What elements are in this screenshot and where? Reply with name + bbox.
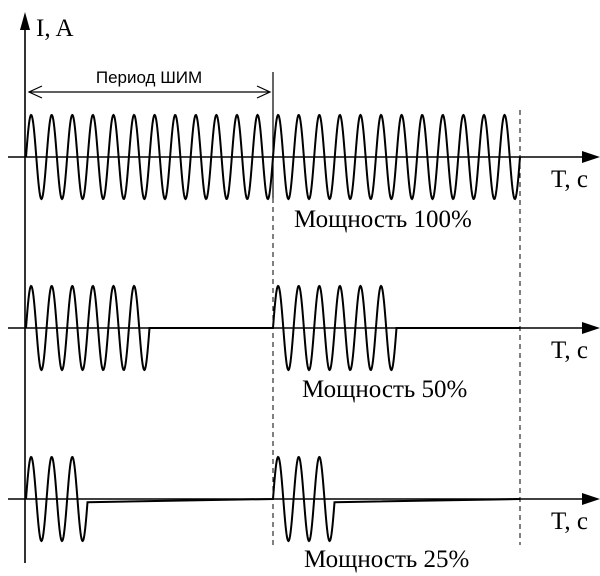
current-waveform xyxy=(25,284,520,372)
panel-power-50: T, c Мощность 50% xyxy=(8,284,600,403)
power-caption: Мощность 25% xyxy=(304,546,469,573)
time-axis-arrow xyxy=(582,322,600,334)
time-axis-arrow xyxy=(582,151,600,163)
period-arrow-right xyxy=(256,85,272,99)
time-axis-arrow xyxy=(582,493,600,505)
power-caption: Мощность 50% xyxy=(302,376,467,403)
period-arrow-left xyxy=(27,85,43,99)
time-axis-label: T, c xyxy=(551,337,588,364)
y-axis-arrow xyxy=(20,12,30,30)
panel-power-25: T, c Мощность 25% xyxy=(8,455,600,573)
time-axis-label: T, c xyxy=(551,166,588,193)
power-caption: Мощность 100% xyxy=(294,206,472,233)
time-axis-label: T, c xyxy=(551,508,588,535)
panel-power-100: T, c Мощность 100% xyxy=(8,113,600,233)
y-axis-label: I, A xyxy=(36,15,74,42)
current-waveform xyxy=(25,113,521,201)
current-waveform xyxy=(25,455,521,543)
period-label: Период ШИМ xyxy=(96,68,202,87)
